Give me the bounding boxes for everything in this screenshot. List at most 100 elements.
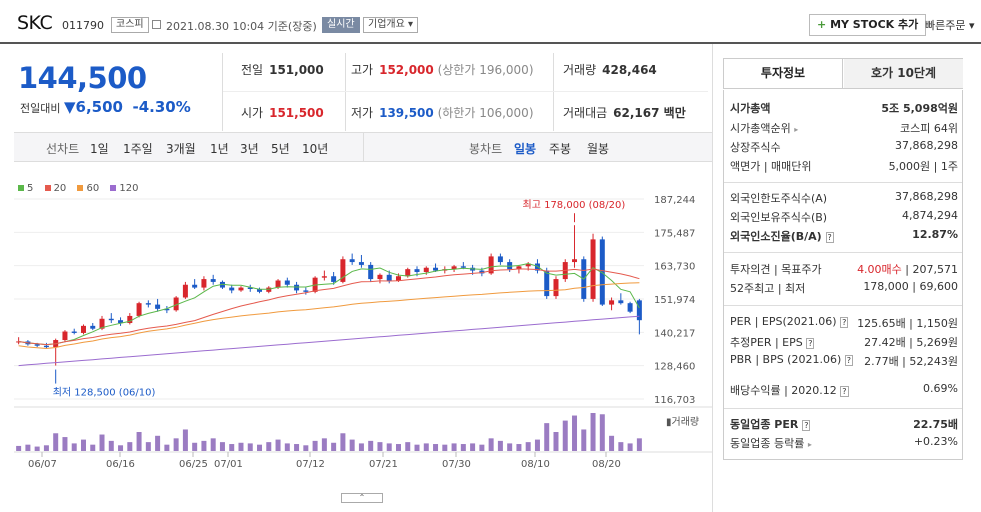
y-tick-label: 140,217: [654, 328, 695, 339]
candle-body: [553, 279, 559, 297]
volume-bar: [433, 444, 439, 451]
volume-bar: [201, 440, 207, 451]
candle-body: [497, 256, 503, 263]
period-3y[interactable]: 3년: [240, 142, 259, 156]
opinion-row: 투자의견 | 목표주가 4.00매수 | 207,571: [730, 263, 958, 276]
candle-body: [71, 331, 77, 333]
sector-change-row[interactable]: 동일업종 등락률 ▸ +0.23%: [730, 435, 958, 450]
volume-bar: [99, 434, 105, 451]
volume-bar: [590, 413, 596, 451]
candle-body: [164, 308, 170, 311]
candle-body: [349, 259, 355, 263]
period-5y[interactable]: 5년: [271, 142, 290, 156]
volume-bar: [599, 414, 605, 451]
chevron-down-icon: ▾: [965, 19, 975, 32]
mystock-add-label: MY STOCK 추가: [830, 18, 919, 31]
trade-amount: 거래대금 62,167 백만: [563, 106, 686, 120]
candle-daily[interactable]: 일봉: [514, 142, 537, 156]
volume-bar: [294, 444, 300, 451]
tab-invest-info[interactable]: 투자정보: [724, 59, 843, 88]
candle-body: [43, 345, 49, 348]
tab-orderbook[interactable]: 호가 10단계: [844, 59, 963, 88]
candle-body: [192, 284, 198, 288]
legend-ma5[interactable]: 5: [18, 183, 33, 194]
help-icon: ?: [802, 420, 811, 431]
candle-body: [247, 287, 253, 290]
volume-bar: [553, 432, 559, 451]
candle-body: [80, 325, 86, 333]
volume-bar: [479, 444, 485, 451]
x-tick-label: 08/10: [521, 459, 550, 470]
volume-bar: [145, 442, 151, 451]
min-annotation: 최저 128,500 (06/10): [53, 387, 156, 399]
candle-body: [534, 263, 540, 271]
chart-canvas[interactable]: 187,244 175,487 163,730 151,974 140,217 128,4…: [14, 163, 712, 493]
legend-ma120[interactable]: 120: [110, 183, 139, 194]
volume-bar: [71, 443, 77, 451]
candle-body: [636, 300, 642, 321]
quote-table: 전일 151,000 고가 152,000 (상한가 196,000) 거래량 428…: [222, 53, 708, 131]
company-info-button[interactable]: 기업개요 ▾: [363, 17, 419, 33]
volume-bar: [414, 444, 420, 451]
period-1d[interactable]: 1일: [90, 142, 109, 156]
volume-bar: [90, 444, 96, 451]
period-1y[interactable]: 1년: [210, 142, 229, 156]
volume-bar: [210, 438, 216, 451]
candle-body: [395, 276, 401, 281]
realtime-badge[interactable]: 실시간: [322, 17, 360, 33]
price-chart[interactable]: 5 20 60 120 187,244 175,487 163,730 151,974…: [14, 163, 712, 493]
candle-body: [257, 289, 263, 292]
info-tabs: 투자정보 호가 10단계: [723, 58, 963, 89]
candle-body: [229, 287, 235, 291]
quick-order-button[interactable]: 빠른주문 ▾: [925, 17, 975, 33]
candle-body: [386, 274, 392, 281]
period-10y[interactable]: 10년: [302, 142, 329, 156]
volume-label: ▮거래량: [666, 416, 699, 428]
foreign-ratio-row: 외국인소진율(B/A) ? 12.87%: [730, 228, 958, 243]
volume-bar: [581, 429, 587, 451]
y-tick-label: 175,487: [654, 228, 695, 239]
volume-bar: [127, 442, 133, 451]
volume-bar: [80, 439, 86, 451]
candle-body: [321, 276, 327, 278]
down-arrow-icon: ▼: [63, 98, 76, 116]
candle-body: [544, 270, 550, 297]
volume-bar: [507, 443, 513, 451]
candle-body: [155, 304, 161, 309]
period-3m[interactable]: 3개월: [166, 142, 196, 156]
price-change: 전일대비 ▼6,500 -4.30%: [20, 98, 191, 116]
market-cap-rank-row[interactable]: 시가총액순위 ▸ 코스피 64위: [730, 122, 958, 135]
candle-body: [275, 280, 281, 288]
candle-monthly[interactable]: 월봉: [587, 142, 610, 156]
candle-weekly[interactable]: 주봉: [549, 142, 572, 156]
candle-body: [145, 303, 151, 305]
day-open: 시가 151,500: [241, 106, 324, 120]
plus-icon: +: [817, 18, 827, 31]
legend-ma60[interactable]: 60: [77, 183, 99, 194]
volume-bar: [423, 443, 429, 451]
change-amount: 6,500: [75, 98, 123, 116]
candle-body: [294, 284, 300, 291]
volume-bar: [349, 439, 355, 451]
company-info-label: 기업개요: [368, 19, 405, 30]
candle-body: [303, 290, 309, 292]
help-icon: ?: [806, 338, 815, 349]
quote-datetime: 2021.08.30 10:04 기준(장중): [166, 20, 317, 33]
volume-bar: [488, 438, 494, 451]
legend-ma20[interactable]: 20: [44, 183, 66, 194]
period-1w[interactable]: 1주일: [123, 142, 153, 156]
volume-bar: [442, 444, 448, 451]
chart-collapse-handle[interactable]: ⌃: [341, 493, 383, 503]
volume-bar: [16, 445, 22, 451]
candle-body: [34, 344, 40, 346]
invest-info-panel: 시가총액 5조 5,098억원 시가총액순위 ▸ 코스피 64위 상장주식수 37,8…: [723, 90, 963, 460]
stock-name: SKC: [17, 12, 53, 34]
candle-body: [609, 300, 615, 305]
volume-bar: [312, 440, 318, 451]
candle-body: [284, 280, 290, 285]
x-tick-label: 07/01: [214, 459, 243, 470]
candle-body: [182, 284, 188, 298]
mystock-add-button[interactable]: + MY STOCK 추가: [809, 14, 927, 36]
help-icon: ?: [825, 232, 834, 243]
volume-bar: [303, 445, 309, 451]
